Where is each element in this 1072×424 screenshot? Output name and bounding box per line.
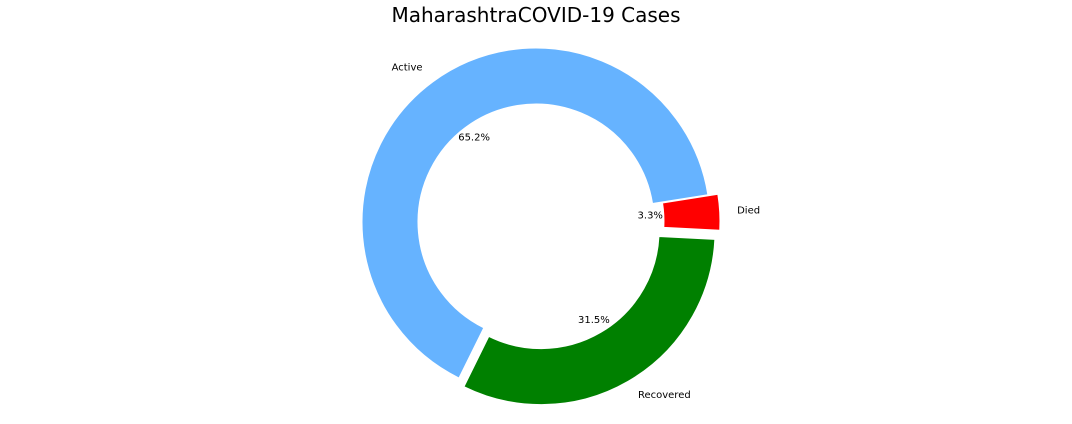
pie-slice-recovered <box>463 236 716 406</box>
pie-slice-active <box>361 47 709 379</box>
pie-slices <box>361 47 721 406</box>
pie-percent-label-active: 65.2% <box>458 132 490 143</box>
pie-category-label-died: Died <box>737 206 760 217</box>
pie-slice-died <box>661 193 721 231</box>
pie-labels: 3.3% Died 31.5% Recovered 65.2% Active <box>392 62 761 401</box>
pie-percent-label-died: 3.3% <box>638 210 663 221</box>
pie-percent-label-recovered: 31.5% <box>578 315 610 326</box>
pie-category-label-active: Active <box>392 62 423 73</box>
pie-category-label-recovered: Recovered <box>638 390 691 401</box>
chart-title: MaharashtraCOVID-19 Cases <box>391 3 680 27</box>
